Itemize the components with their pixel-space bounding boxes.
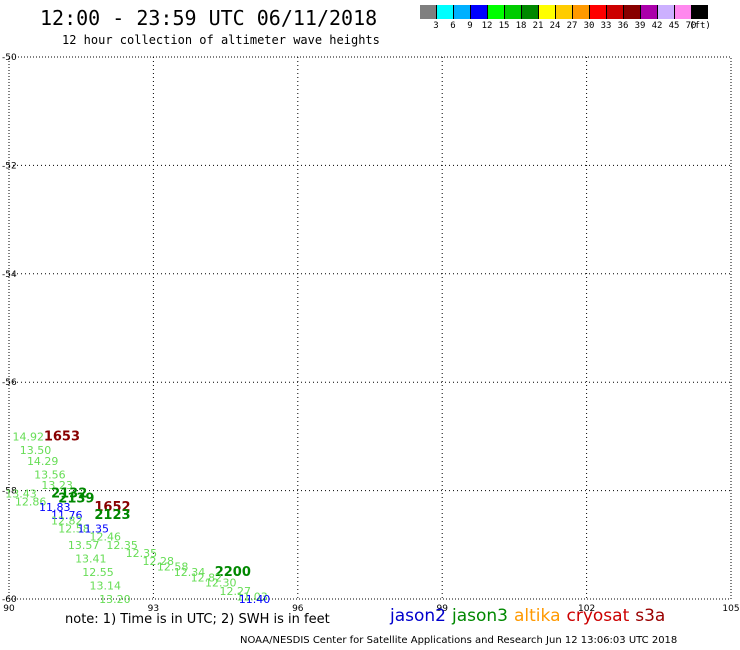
- time-label: 2139: [58, 492, 94, 507]
- wave-height-label: 14.29: [27, 455, 59, 468]
- legend-label: 24: [549, 21, 561, 31]
- lat-tick-label: -56: [2, 378, 17, 388]
- legend-swatch: [691, 5, 708, 19]
- time-label: 2132: [51, 486, 87, 501]
- legend-swatch: [589, 5, 606, 19]
- lat-tick-label: -50: [2, 53, 17, 63]
- legend-swatch: [606, 5, 623, 19]
- map-frame: [8, 56, 732, 600]
- satellite-jason2: jason2: [390, 606, 446, 626]
- wave-height-label: 11.76: [51, 509, 83, 522]
- legend-swatch: [538, 5, 555, 19]
- lat-tick-label: -60: [2, 595, 17, 605]
- wave-height-label: 11.03: [236, 590, 268, 603]
- wave-height-label: 13.50: [20, 444, 52, 457]
- wave-height-label: 11.83: [39, 501, 71, 514]
- legend-label: 18: [515, 21, 527, 31]
- footer-credit: NOAA/NESDIS Center for Satellite Applica…: [240, 635, 678, 646]
- legend-swatch: [521, 5, 538, 19]
- lon-tick-label: 93: [148, 604, 159, 614]
- legend-swatch: [420, 5, 436, 19]
- lon-tick-label: 99: [436, 604, 448, 614]
- wave-height-label: 12.27: [219, 585, 251, 598]
- wave-height-label: 13.41: [75, 552, 107, 565]
- legend-swatch: [623, 5, 640, 19]
- legend-label: 21: [532, 21, 544, 31]
- wave-height-label: 12.46: [90, 531, 122, 544]
- legend-swatch: [674, 5, 691, 19]
- legend-label: (ft): [689, 21, 711, 31]
- legend-label: 36: [617, 21, 629, 31]
- legend-swatches: [420, 5, 708, 19]
- wave-height-label: 12.55: [82, 566, 114, 579]
- legend-label: 45: [668, 21, 680, 31]
- wave-height-label: 12.58: [58, 523, 90, 536]
- color-legend: 3 6 9 12 15 18 21 24 27 30 33 36 39 42 45 70 (ft): [420, 5, 711, 33]
- lon-tick-label: 105: [722, 604, 739, 614]
- legend-swatch: [470, 5, 487, 19]
- satellite-legend: jason2 jason3 altika cryosat s3a: [390, 606, 671, 626]
- legend-label: 15: [498, 21, 510, 31]
- legend-swatch: [453, 5, 470, 19]
- wave-height-label: 13.57: [68, 539, 100, 552]
- wave-height-label: 13.20: [99, 593, 131, 606]
- legend-swatch: [572, 5, 589, 19]
- page-title: 12:00 - 23:59 UTC 06/11/2018: [40, 6, 378, 30]
- time-label: 2200: [215, 565, 251, 580]
- legend-label: 9: [467, 21, 473, 31]
- satellite-s3a: s3a: [635, 606, 666, 626]
- time-label: 2123: [94, 508, 130, 523]
- legend-swatch: [436, 5, 453, 19]
- wave-height-label: 12.34: [174, 566, 206, 579]
- wave-height-label: 12.58: [157, 560, 189, 573]
- wave-height-label: 13.56: [34, 468, 66, 481]
- legend-label: 3: [433, 21, 439, 31]
- wave-height-label: 13.14: [90, 579, 122, 592]
- wave-height-label: 12.30: [205, 577, 237, 590]
- time-label: 1652: [94, 500, 130, 515]
- legend-label: 30: [583, 21, 595, 31]
- legend-swatch: [555, 5, 572, 19]
- legend-label: 33: [600, 21, 612, 31]
- lat-tick-label: -58: [2, 487, 17, 497]
- footer-note: note: 1) Time is in UTC; 2) SWH is in fe…: [65, 612, 330, 627]
- satellite-cryosat: cryosat: [566, 606, 630, 626]
- lon-tick-label: 96: [292, 604, 304, 614]
- legend-label: 12: [481, 21, 493, 31]
- legend-label: 70: [685, 21, 697, 31]
- satellite-altika: altika: [514, 606, 561, 626]
- wave-height-label: 11.40: [239, 593, 271, 606]
- wave-height-label: 12.35: [106, 539, 138, 552]
- legend-label: 39: [634, 21, 646, 31]
- legend-swatch: [504, 5, 521, 19]
- wave-height-label: 12.35: [126, 547, 158, 560]
- legend-label: 42: [651, 21, 663, 31]
- time-label: 1653: [44, 429, 80, 444]
- lon-tick-label: 90: [3, 604, 15, 614]
- legend-swatch: [487, 5, 504, 19]
- wave-height-label: 12.28: [142, 555, 174, 568]
- legend-swatch: [640, 5, 657, 19]
- wave-height-label: 14.92: [13, 430, 45, 443]
- legend-swatch: [657, 5, 674, 19]
- legend-label: 27: [566, 21, 578, 31]
- wave-height-label: 12.82: [51, 514, 83, 527]
- lat-tick-label: -54: [2, 270, 17, 280]
- satellite-jason3: jason3: [452, 606, 508, 626]
- wave-height-label: 12.86: [15, 495, 47, 508]
- wave-height-label: 11.35: [77, 523, 109, 536]
- wave-height-label: 13.23: [41, 479, 73, 492]
- wave-height-label: 13.43: [5, 487, 37, 500]
- legend-label: 6: [450, 21, 456, 31]
- lon-tick-label: 102: [578, 604, 595, 614]
- wave-height-label: 12.82: [191, 571, 223, 584]
- lat-tick-label: -52: [2, 161, 17, 171]
- page-subtitle: 12 hour collection of altimeter wave hei…: [62, 33, 380, 47]
- legend-labels: 3 6 9 12 15 18 21 24 27 30 33 36 39 42 45 70 (ft): [420, 19, 711, 33]
